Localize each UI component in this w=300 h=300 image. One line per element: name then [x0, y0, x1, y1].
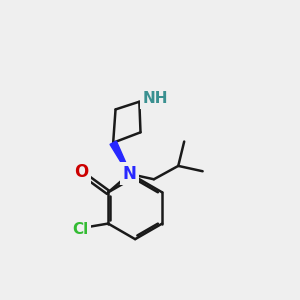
- Text: N: N: [123, 165, 136, 183]
- Text: NH: NH: [142, 91, 168, 106]
- Polygon shape: [110, 141, 130, 175]
- Text: O: O: [74, 164, 88, 181]
- Text: Cl: Cl: [72, 222, 88, 237]
